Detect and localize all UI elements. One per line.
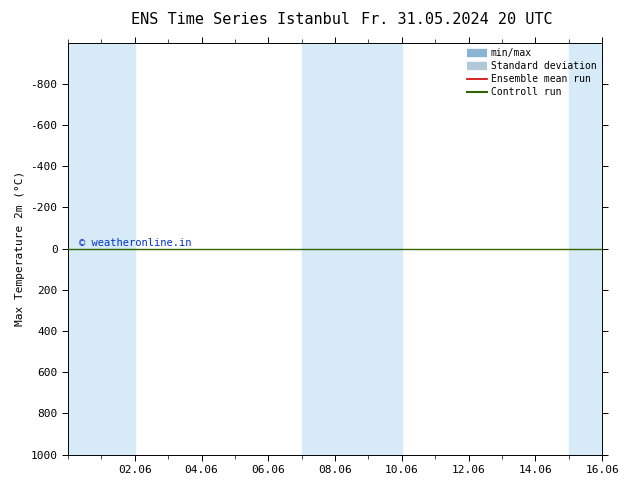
Text: ENS Time Series Istanbul: ENS Time Series Istanbul: [131, 12, 351, 27]
Bar: [68, 43, 135, 455]
Y-axis label: Max Temperature 2m (°C): Max Temperature 2m (°C): [15, 171, 25, 326]
Bar: [302, 43, 368, 455]
Legend: min/max, Standard deviation, Ensemble mean run, Controll run: min/max, Standard deviation, Ensemble me…: [463, 45, 600, 101]
Text: Fr. 31.05.2024 20 UTC: Fr. 31.05.2024 20 UTC: [361, 12, 552, 27]
Text: © weatheronline.in: © weatheronline.in: [79, 238, 191, 248]
Bar: [368, 43, 402, 455]
Bar: [569, 43, 602, 455]
